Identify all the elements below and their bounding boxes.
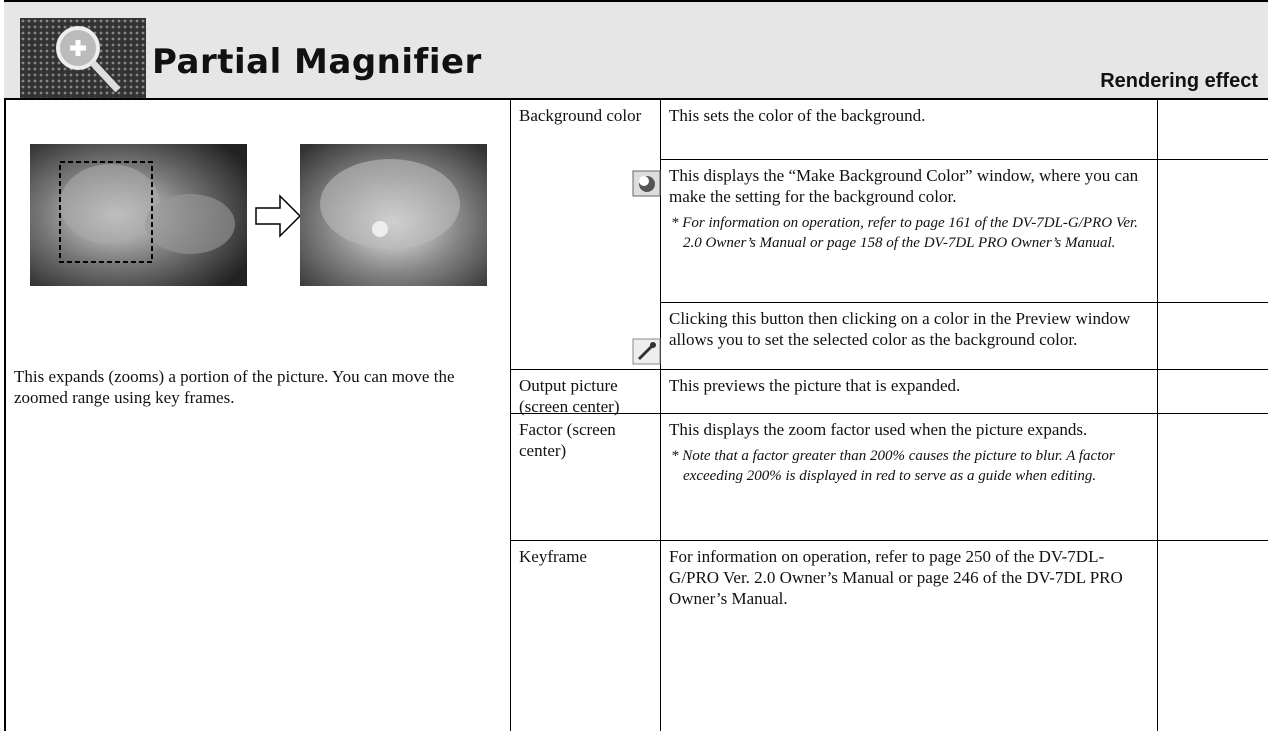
- blank-cell: [1157, 370, 1268, 414]
- blank-cell: [1157, 100, 1268, 160]
- row-note: * For information on operation, refer to…: [671, 215, 1138, 251]
- title: Partial Magnifier: [152, 42, 482, 82]
- illustration: [30, 144, 487, 286]
- row-description: This displays the “Make Background Color…: [669, 166, 1139, 206]
- row-description: Clicking this button then clicking on a …: [669, 309, 1131, 349]
- eyedropper-icon: [632, 338, 661, 365]
- section-label: Rendering effect: [1100, 70, 1258, 92]
- row-label-cell: [510, 160, 660, 303]
- row-label-cell: Background color: [510, 100, 660, 160]
- row-description: This previews the picture that is expand…: [669, 376, 961, 395]
- row-label: Factor (screen center): [519, 420, 616, 460]
- blank-cell: [1157, 160, 1268, 303]
- row-note: * Note that a factor greater than 200% c…: [671, 448, 1115, 484]
- row-description-cell: This displays the zoom factor used when …: [660, 414, 1157, 541]
- row-description-cell: Clicking this button then clicking on a …: [660, 303, 1157, 370]
- row-description-cell: This previews the picture that is expand…: [660, 370, 1157, 414]
- row-description: For information on operation, refer to p…: [669, 547, 1123, 608]
- row-description: This sets the color of the background.: [669, 106, 926, 125]
- intro-text: This expands (zooms) a portion of the pi…: [14, 367, 455, 407]
- left-rule: [4, 0, 6, 731]
- row-label: Output picture (screen center): [519, 376, 620, 416]
- header-band: [4, 0, 1268, 100]
- effect-icon: [20, 18, 146, 98]
- row-label: Keyframe: [519, 547, 587, 566]
- row-description: This displays the zoom factor used when …: [669, 420, 1088, 439]
- row-label-cell: Output picture (screen center): [510, 370, 660, 416]
- blank-cell: [1157, 303, 1268, 370]
- row-label-cell: Factor (screen center): [510, 414, 660, 541]
- row-label: Background color: [519, 106, 642, 125]
- row-description-cell: This displays the “Make Background Color…: [660, 160, 1157, 303]
- row-description-cell: For information on operation, refer to p…: [660, 541, 1157, 731]
- row-label-cell: [510, 303, 660, 370]
- row-label-cell: Keyframe: [510, 541, 660, 731]
- blank-cell: [1157, 541, 1268, 731]
- make-color-button-icon: [632, 170, 661, 197]
- blank-cell: [1157, 414, 1268, 541]
- row-description-cell: This sets the color of the background.: [660, 100, 1157, 160]
